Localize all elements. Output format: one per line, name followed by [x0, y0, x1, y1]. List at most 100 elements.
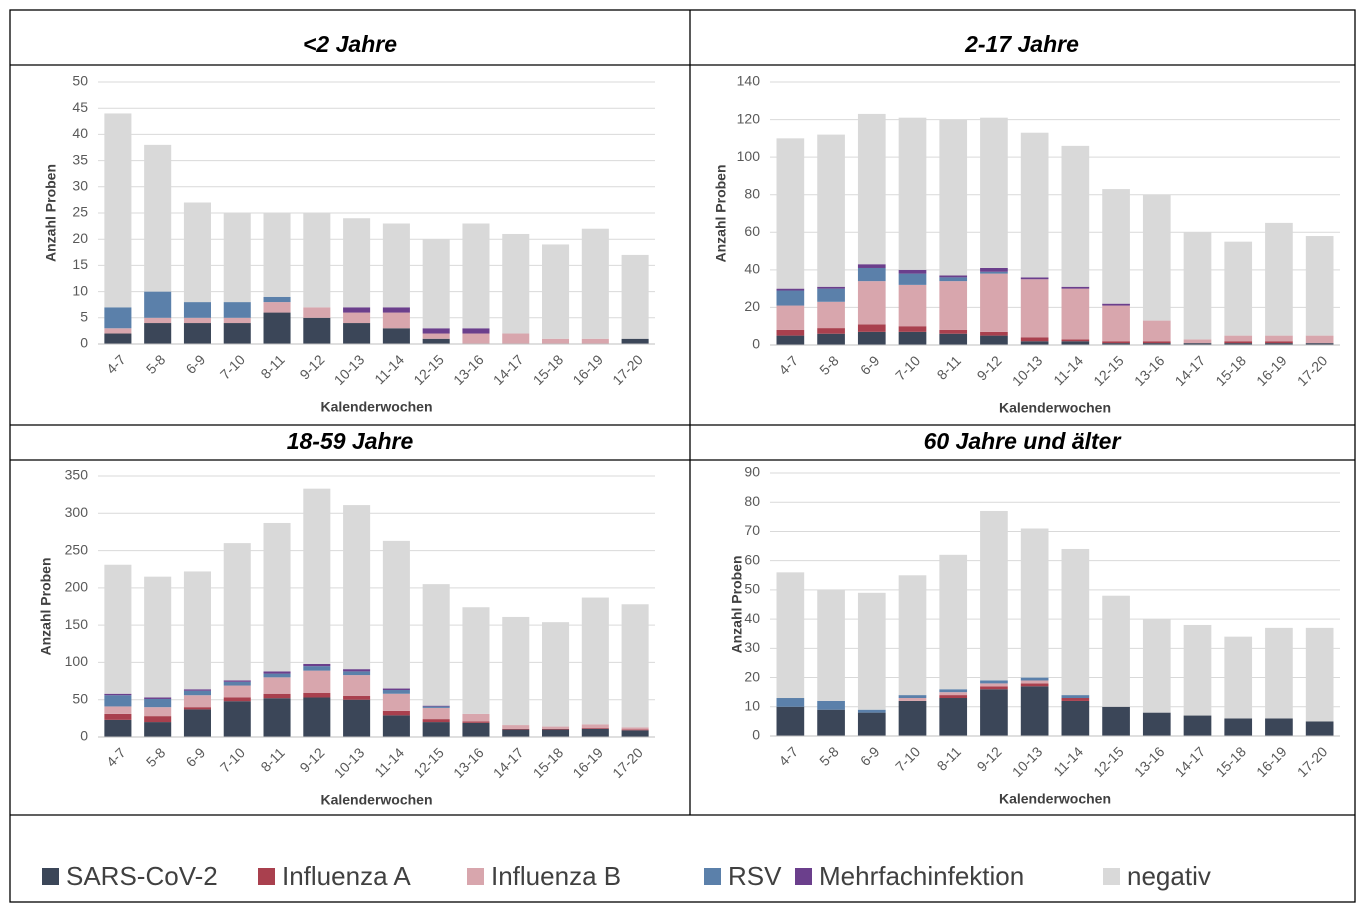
bar-segment	[462, 722, 490, 737]
bar-segment	[1020, 279, 1049, 338]
bar-segment	[502, 616, 530, 726]
bar-segment	[898, 273, 927, 285]
bar-segment	[382, 693, 410, 711]
bar-segment	[263, 698, 291, 737]
x-tick-label: 12-15	[1090, 352, 1127, 389]
x-tick-label: 11-14	[1050, 743, 1086, 779]
bar-segment	[857, 709, 886, 713]
bar-segment	[104, 695, 132, 707]
bar-segment	[1305, 335, 1334, 344]
bar-segment	[183, 571, 211, 690]
bar-segment	[1020, 132, 1049, 278]
y-tick-label: 50	[72, 690, 88, 706]
bar-segment	[980, 683, 1008, 687]
y-tick-label: 0	[80, 335, 88, 351]
bar-segment	[1061, 698, 1090, 701]
x-tick-label: 15-18	[1212, 743, 1249, 780]
legend-swatch	[258, 868, 275, 885]
bar-segment	[462, 713, 490, 722]
bar-segment	[776, 305, 805, 330]
y-tick-label: 250	[65, 541, 89, 557]
bar-segment	[1020, 337, 1049, 342]
bar-segment	[382, 312, 410, 329]
bar-segment	[1224, 343, 1253, 345]
bar-segment	[502, 725, 530, 729]
bar-segment	[303, 666, 331, 671]
bar-segment	[343, 699, 371, 737]
bar-segment	[776, 288, 805, 291]
bar-segment	[857, 592, 886, 710]
x-axis-label: Kalenderwochen	[999, 400, 1111, 416]
bar-segment	[1142, 341, 1171, 344]
bar-segment	[422, 239, 450, 329]
x-tick-label: 14-17	[490, 744, 527, 781]
bar-segment	[104, 719, 132, 737]
bar-segment	[1142, 194, 1171, 321]
x-axis-label: Kalenderwochen	[320, 792, 432, 808]
bar-segment	[1061, 700, 1090, 736]
bar-segment	[144, 317, 172, 324]
bar-segment	[1265, 222, 1293, 336]
x-tick-label: 15-18	[530, 351, 567, 388]
bar-segment	[104, 333, 132, 344]
bar-segment	[939, 329, 968, 334]
bar-segment	[422, 584, 450, 706]
bar-segment	[183, 202, 211, 303]
bar-segment	[343, 323, 371, 344]
bar-segment	[1265, 343, 1293, 345]
x-tick-label: 12-15	[410, 744, 447, 781]
bar-segment	[343, 307, 371, 313]
x-tick-label: 10-13	[331, 744, 368, 781]
bar-segment	[776, 329, 805, 336]
y-tick-label: 40	[744, 610, 760, 626]
bar-segment	[223, 680, 251, 682]
bar-segment	[223, 685, 251, 698]
x-tick-label: 5-8	[143, 351, 169, 377]
bar-segment	[1305, 236, 1334, 336]
bar-segment	[542, 338, 570, 344]
x-tick-label: 16-19	[1253, 743, 1290, 780]
legend-swatch	[795, 868, 812, 885]
bar-segment	[144, 323, 172, 344]
bar-segment	[939, 689, 968, 693]
bar-segment	[1183, 339, 1212, 344]
y-tick-label: 350	[65, 467, 89, 483]
bar-segment	[144, 291, 172, 318]
bar-segment	[857, 331, 886, 345]
y-axis-label: Anzahl Proben	[43, 164, 59, 262]
bar-segment	[422, 722, 450, 737]
y-tick-label: 30	[744, 639, 760, 655]
bar-segment	[857, 267, 886, 282]
x-axis-label: Kalenderwochen	[999, 791, 1111, 807]
bar-segment	[263, 296, 291, 303]
bar-segment	[1224, 718, 1253, 736]
y-tick-label: 20	[744, 668, 760, 684]
chart-title: 2-17 Jahre	[964, 31, 1079, 57]
bar-segment	[223, 323, 251, 344]
y-tick-label: 25	[72, 204, 88, 220]
y-axis-label: Anzahl Proben	[729, 555, 745, 653]
x-tick-label: 17-20	[1294, 352, 1331, 389]
bar-segment	[542, 728, 570, 730]
x-tick-label: 16-19	[1253, 352, 1290, 389]
x-tick-label: 13-16	[450, 351, 487, 388]
bar-segment	[144, 698, 172, 708]
bar-segment	[104, 113, 132, 308]
bar-segment	[817, 709, 845, 736]
legend-label: RSV	[728, 861, 782, 891]
legend-label: Influenza A	[282, 861, 411, 891]
x-tick-label: 9-12	[296, 351, 327, 382]
legend-swatch	[704, 868, 721, 885]
x-tick-label: 10-13	[1009, 352, 1046, 389]
bar-segment	[183, 323, 211, 344]
bar-segment	[939, 119, 968, 276]
bar-segment	[980, 331, 1008, 336]
bar-segment	[980, 267, 1008, 272]
bar-segment	[542, 726, 570, 729]
x-tick-label: 12-15	[1090, 743, 1127, 780]
bar-segment	[1020, 677, 1049, 681]
bar-segment	[104, 307, 132, 329]
bar-segment	[980, 510, 1008, 681]
bar-segment	[1265, 627, 1293, 719]
bar-segment	[1183, 232, 1212, 340]
